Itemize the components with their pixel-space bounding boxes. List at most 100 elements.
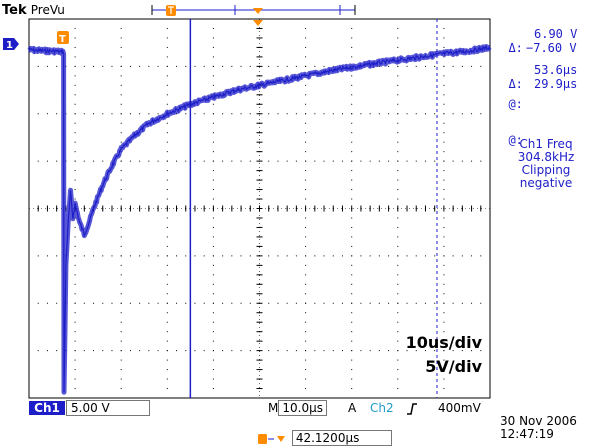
grid-dot — [46, 302, 48, 304]
grid-dot — [222, 65, 224, 67]
grid-dot — [277, 302, 279, 304]
trigger-level[interactable]: 400mV — [438, 401, 481, 415]
grid-dot — [166, 283, 168, 285]
grid-dot — [212, 293, 214, 295]
grid-dot — [305, 27, 307, 29]
grid-dot — [222, 302, 224, 304]
grid-dot — [212, 84, 214, 86]
grid-dot — [166, 312, 168, 314]
grid-dot — [341, 113, 343, 115]
grid-dot — [397, 75, 399, 77]
grid-dot — [443, 350, 445, 352]
grid-dot — [185, 113, 187, 115]
grid-dot — [351, 236, 353, 238]
grid-dot — [378, 255, 380, 257]
grid-dot — [351, 27, 353, 29]
grid-dot — [480, 160, 482, 162]
grid-dot — [489, 160, 491, 162]
grid-dot — [305, 283, 307, 285]
grid-dot — [415, 255, 417, 257]
grid-dot — [397, 321, 399, 323]
grid-dot — [212, 331, 214, 333]
grid-dot — [461, 302, 463, 304]
grid-dot — [351, 255, 353, 257]
grid-dot — [286, 113, 288, 115]
grid-dot — [212, 46, 214, 48]
grid-dot — [120, 245, 122, 247]
grid-dot — [443, 378, 445, 380]
grid-dot — [176, 302, 178, 304]
grid-dot — [351, 283, 353, 285]
grid-dot — [120, 141, 122, 143]
grid-dot — [194, 160, 196, 162]
grid-dot — [28, 65, 30, 67]
grid-dot — [351, 122, 353, 124]
delta-voltage-value: 6.90 V — [534, 27, 578, 41]
grid-dot — [471, 302, 473, 304]
grid-dot — [203, 113, 205, 115]
ch1-label[interactable]: Ch1 — [29, 401, 65, 415]
grid-dot — [157, 302, 159, 304]
grid-dot — [397, 151, 399, 153]
grid-dot — [249, 255, 251, 257]
grid-dot — [397, 198, 399, 200]
grid-dot — [397, 369, 399, 371]
grid-dot — [212, 350, 214, 352]
grid-dot — [351, 170, 353, 172]
grid-dot — [166, 226, 168, 228]
grid-dot — [323, 302, 325, 304]
grid-dot — [102, 302, 104, 304]
grid-dot — [480, 113, 482, 115]
grid-dot — [360, 113, 362, 115]
grid-dot — [185, 65, 187, 67]
grid-dot — [305, 359, 307, 361]
grid-dot — [286, 255, 288, 257]
grid-dot — [305, 132, 307, 134]
grid-dot — [360, 350, 362, 352]
timebase-prefix: M — [268, 401, 279, 415]
grid-dot — [120, 226, 122, 228]
grid-dot — [351, 189, 353, 191]
grid-dot — [351, 132, 353, 134]
grid-dot — [305, 245, 307, 247]
grid-dot — [305, 170, 307, 172]
grid-dot — [212, 113, 214, 115]
grid-dot — [120, 302, 122, 304]
trigger-source[interactable]: Ch2 — [370, 401, 394, 415]
grid-dot — [268, 255, 270, 257]
grid-dot — [222, 113, 224, 115]
grid-dot — [249, 350, 251, 352]
grid-dot — [351, 226, 353, 228]
grid-dot — [397, 189, 399, 191]
grid-dot — [120, 103, 122, 105]
grid-dot — [166, 103, 168, 105]
grid-dot — [212, 141, 214, 143]
grid-dot — [166, 388, 168, 390]
grid-dot — [443, 75, 445, 77]
grid-dot — [212, 388, 214, 390]
grid-dot — [397, 350, 399, 352]
grid-dot — [212, 378, 214, 380]
grid-dot — [120, 37, 122, 39]
grid-dot — [369, 350, 371, 352]
grid-dot — [443, 179, 445, 181]
grid-dot — [351, 179, 353, 181]
grid-dot — [37, 113, 39, 115]
grid-dot — [305, 236, 307, 238]
grid-dot — [443, 321, 445, 323]
grid-dot — [397, 27, 399, 29]
grid-dot — [305, 321, 307, 323]
grid-dot — [212, 236, 214, 238]
timebase-box[interactable]: M 10.0μs — [268, 400, 327, 416]
grid-dot — [332, 350, 334, 352]
ch1-scale-box[interactable]: 5.00 V — [66, 400, 150, 416]
grid-dot — [120, 264, 122, 266]
grid-dot — [120, 350, 122, 352]
grid-dot — [120, 84, 122, 86]
grid-dot — [120, 217, 122, 219]
grid-dot — [74, 94, 76, 96]
grid-dot — [489, 113, 491, 115]
grid-dot — [231, 65, 233, 67]
grid-dot — [360, 302, 362, 304]
grid-dot — [415, 350, 417, 352]
